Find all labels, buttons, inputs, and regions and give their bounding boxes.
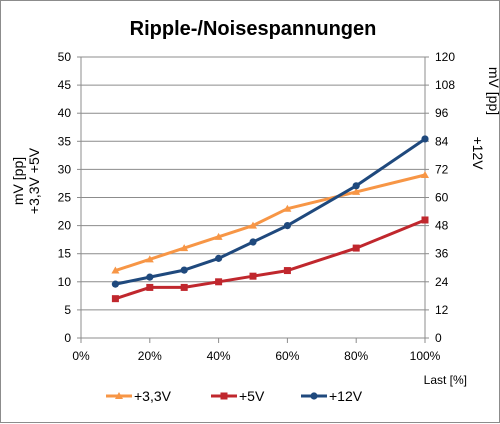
y-tick-label-left: 40 [58,106,72,120]
data-point-5v [111,295,119,303]
y-tick-label-left: 20 [58,219,72,233]
y-tick-label-left: 15 [58,247,72,261]
data-point-5v [421,216,429,224]
data-point-5v [180,283,188,291]
series-line-12v [115,137,426,286]
data-point-12v [249,238,257,246]
data-point-12v [180,266,188,274]
data-point-33v [249,221,257,229]
data-point-33v [283,204,292,212]
y-tick-label-left: 30 [58,162,72,176]
data-point-33v [421,171,429,179]
legend-label-33v: +3,3V [134,388,172,404]
data-point-5v [215,278,223,286]
y-tick-label-right: 12 [435,303,449,317]
y-tick-label-right: 36 [435,247,449,261]
data-point-33v [214,232,223,240]
y-tick-label-right: 48 [435,219,449,233]
series-line-33v [114,173,426,273]
y-tick-label-right: 60 [435,191,449,205]
y-tick-label-left: 25 [58,191,72,205]
y-axis-label-left: mV [pp] [10,157,26,205]
series-layer [111,135,429,303]
labels: 0 5 10 15 20 25 30 35 40 45 50 0 12 24 36 48 60 72 84 96 108… [10,18,500,387]
data-point-12v [283,222,291,230]
data-point-12v [111,280,119,288]
data-point-33v [111,266,120,274]
y-tick-label-left: 5 [64,303,71,317]
data-point-33v [352,187,361,195]
y-axis-label-left: +3,3V +5V [26,147,42,214]
data-point-12v [352,182,360,190]
legend-marker-33v [115,392,123,399]
x-axis-label: Last [%] [424,373,467,387]
data-point-5v [146,283,154,291]
x-tick-label: 0% [72,349,90,363]
data-point-5v [283,267,291,275]
y-tick-label-left: 45 [58,78,72,92]
series-line-5v [114,218,426,301]
y-tick-label-left: 10 [58,275,72,289]
data-point-12v [421,135,429,143]
x-tick-label: 80% [344,349,368,363]
y-tick-label-left: 35 [58,134,72,148]
y-axis-label-right: mV [pp] [486,67,500,115]
x-tick-label: 100% [410,349,441,363]
y-tick-label-right: 24 [435,275,449,289]
data-point-33v [145,255,154,263]
y-tick-label-left: 50 [58,50,72,64]
legend-marker-12v [310,392,318,400]
y-tick-label-right: 72 [435,162,449,176]
data-point-12v [146,273,154,281]
y-tick-label-right: 96 [435,106,449,120]
x-tick-label: 40% [207,349,231,363]
legend-label-12v: +12V [329,388,363,404]
y-tick-label-right: 120 [435,50,455,64]
y-tick-label-right: 0 [435,331,442,345]
y-tick-label-right: 108 [435,78,455,92]
chart-title: Ripple-/Noisespannungen [130,18,377,40]
x-tick-label: 60% [275,349,299,363]
data-point-5v [249,272,257,280]
data-point-33v [180,244,189,252]
y-axis-label-right: +12V [470,136,486,170]
y-tick-label-left: 0 [64,331,71,345]
data-point-12v [215,254,223,262]
legend-label-5v: +5V [239,388,265,404]
x-tick-label: 20% [138,349,162,363]
data-point-5v [352,244,360,252]
legend: +3,3V +5V +12V [106,388,363,404]
y-tick-label-right: 84 [435,134,449,148]
legend-marker-5v [220,392,228,400]
axes [77,56,429,343]
gridlines [81,56,425,339]
